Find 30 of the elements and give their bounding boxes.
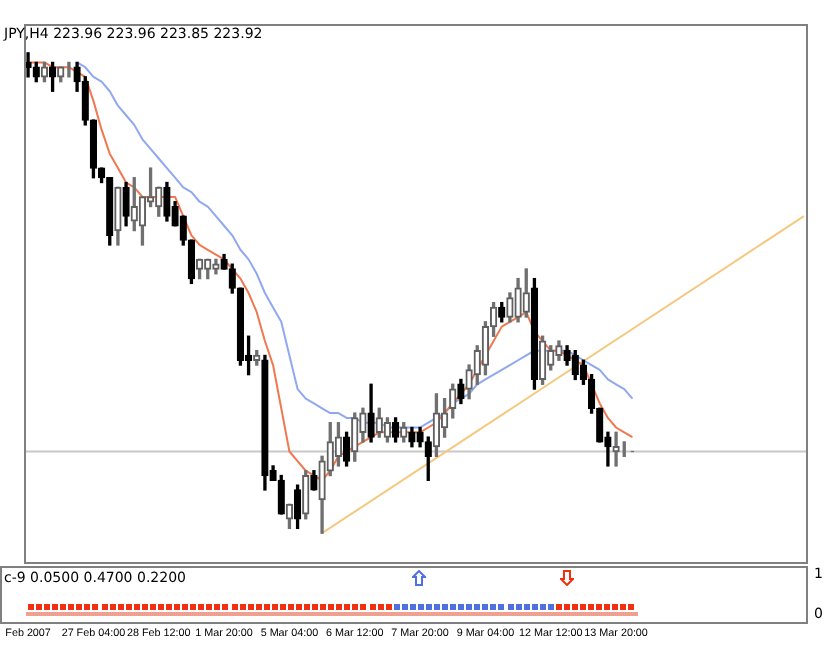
candlestick	[130, 177, 138, 232]
candlestick	[538, 335, 547, 385]
candlestick	[212, 258, 220, 275]
candlestick	[432, 393, 441, 457]
candlestick	[498, 301, 506, 323]
candlestick	[122, 181, 130, 227]
candlestick	[220, 253, 228, 270]
candlestick	[204, 258, 212, 280]
candlestick	[612, 431, 620, 467]
candlestick	[506, 292, 514, 323]
candlestick	[408, 426, 416, 448]
candlestick	[277, 474, 285, 515]
candlestick	[375, 407, 383, 438]
candlestick	[163, 181, 171, 222]
candlestick	[457, 378, 465, 405]
candlestick	[302, 470, 310, 520]
candlestick	[261, 354, 269, 491]
candlestick	[114, 186, 122, 246]
candlestick	[293, 484, 302, 530]
candlestick	[555, 340, 563, 361]
candlestick	[400, 422, 408, 443]
candlestick	[342, 431, 351, 467]
candlestick	[351, 412, 359, 462]
candlestick	[522, 268, 530, 318]
candlestick	[24, 52, 32, 78]
candlestick	[391, 417, 400, 443]
candlestick	[195, 258, 204, 280]
candlestick	[514, 277, 522, 323]
candlestick	[310, 470, 318, 491]
candlestick	[530, 277, 539, 390]
